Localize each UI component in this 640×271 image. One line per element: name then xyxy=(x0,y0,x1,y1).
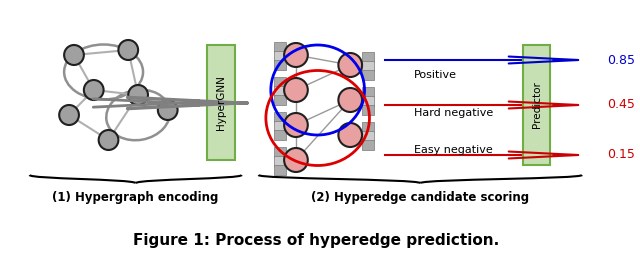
FancyBboxPatch shape xyxy=(523,45,550,165)
Bar xyxy=(275,130,286,140)
Bar xyxy=(362,140,374,150)
Bar xyxy=(275,112,286,122)
Circle shape xyxy=(158,100,177,120)
Circle shape xyxy=(284,78,308,102)
Text: Positive: Positive xyxy=(414,70,458,80)
Bar xyxy=(275,95,286,105)
Circle shape xyxy=(284,43,308,67)
Circle shape xyxy=(64,45,84,65)
Circle shape xyxy=(59,105,79,125)
Text: Easy negative: Easy negative xyxy=(414,145,493,155)
Circle shape xyxy=(284,113,308,137)
Text: Hard negative: Hard negative xyxy=(414,108,493,118)
Text: Predictor: Predictor xyxy=(532,82,541,128)
Circle shape xyxy=(339,53,362,77)
Bar xyxy=(362,131,374,141)
Circle shape xyxy=(99,130,118,150)
Bar xyxy=(362,122,374,132)
Bar xyxy=(275,60,286,70)
Bar xyxy=(275,121,286,131)
Bar xyxy=(362,96,374,106)
Bar xyxy=(193,99,200,107)
Circle shape xyxy=(84,80,104,100)
Bar xyxy=(275,165,286,175)
Text: 0.85: 0.85 xyxy=(607,53,635,66)
Circle shape xyxy=(128,85,148,105)
Circle shape xyxy=(284,148,308,172)
Bar xyxy=(362,105,374,115)
Circle shape xyxy=(118,40,138,60)
Text: Figure 1: Process of hyperedge prediction.: Figure 1: Process of hyperedge predictio… xyxy=(132,233,499,247)
Bar xyxy=(275,51,286,61)
Bar xyxy=(362,52,374,62)
Circle shape xyxy=(339,88,362,112)
Bar xyxy=(362,61,374,71)
Text: 0.15: 0.15 xyxy=(607,149,635,162)
Bar xyxy=(362,87,374,97)
Bar xyxy=(275,147,286,157)
Bar xyxy=(275,77,286,87)
Text: (1) Hypergraph encoding: (1) Hypergraph encoding xyxy=(52,191,219,204)
Bar xyxy=(362,70,374,80)
Text: (2) Hyperedge candidate scoring: (2) Hyperedge candidate scoring xyxy=(311,191,529,204)
Bar xyxy=(275,86,286,96)
Bar xyxy=(275,42,286,52)
Bar xyxy=(275,156,286,166)
Circle shape xyxy=(339,123,362,147)
FancyBboxPatch shape xyxy=(207,45,235,160)
Text: HyperGNN: HyperGNN xyxy=(216,75,226,130)
Text: 0.45: 0.45 xyxy=(607,98,635,111)
